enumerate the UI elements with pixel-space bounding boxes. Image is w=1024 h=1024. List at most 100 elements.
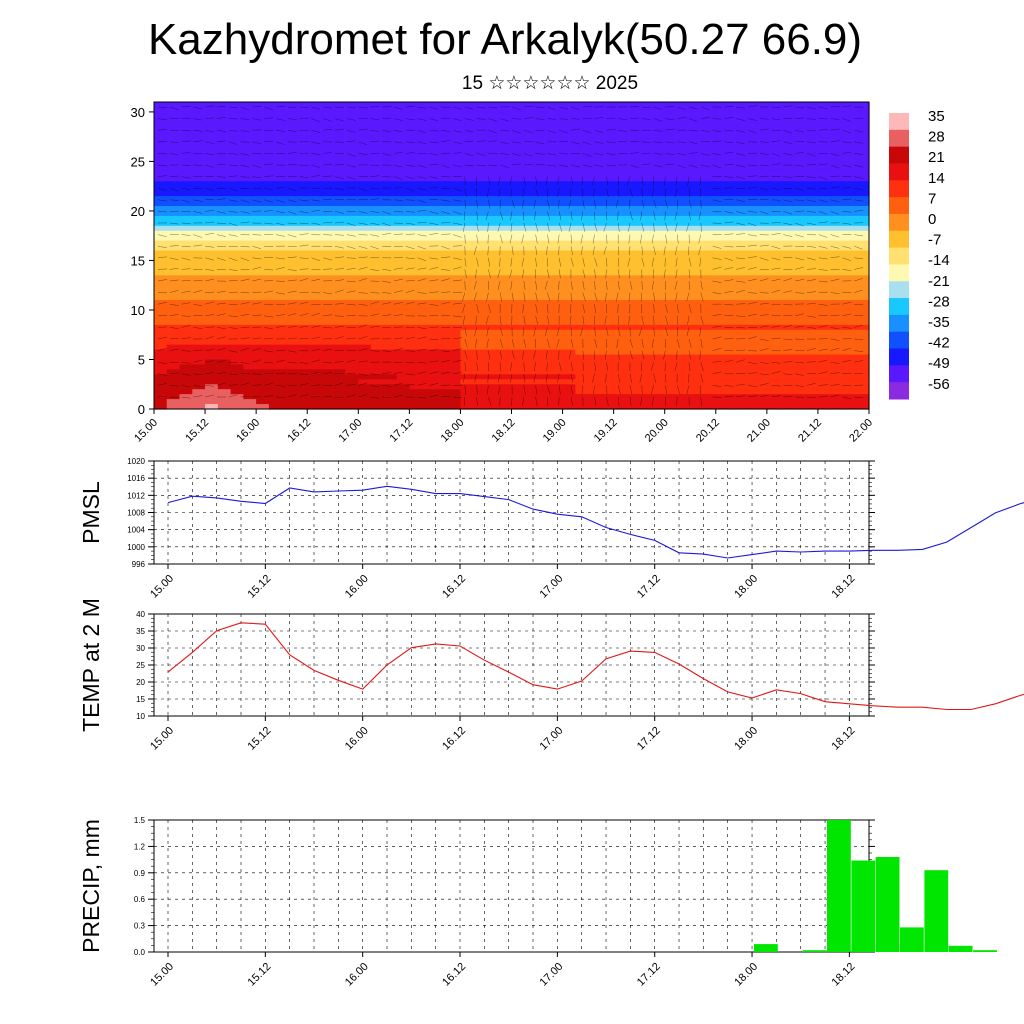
wind-arrow: [724, 257, 733, 261]
heatmap-cell: [243, 136, 257, 143]
heatmap-cell: [422, 220, 436, 227]
heatmap-cell: [562, 220, 576, 227]
heatmap-cell: [268, 359, 283, 366]
heatmap-cell: [243, 225, 257, 232]
heatmap-cell: [256, 171, 270, 177]
wind-arrow: [429, 383, 439, 386]
heatmap-cell: [371, 339, 385, 346]
heatmap-cell: [600, 136, 615, 143]
heatmap-cell: [805, 126, 819, 133]
heatmap-cell: [166, 181, 181, 187]
heatmap-cell: [830, 196, 845, 202]
heatmap-cell: [154, 275, 168, 281]
heatmap-cell: [651, 156, 666, 163]
wind-arrow: [712, 361, 722, 363]
wind-arrow: [252, 266, 262, 270]
heatmap-cell: [281, 131, 296, 138]
heatmap-cell: [703, 210, 717, 217]
wind-arrow: [429, 338, 439, 340]
heatmap-cell: [307, 314, 321, 321]
heatmap-cell: [230, 201, 244, 207]
heatmap-cell: [856, 250, 870, 257]
heatmap-cell: [205, 295, 219, 301]
heatmap-cell: [192, 151, 206, 158]
heatmap-cell: [766, 265, 781, 271]
heatmap-cell: [434, 309, 449, 316]
wind-arrow: [629, 211, 633, 221]
wind-arrow: [641, 222, 645, 232]
heatmap-cell: [817, 191, 832, 197]
wind-arrow: [358, 373, 368, 376]
heatmap-cell: [358, 389, 372, 395]
heatmap-cell: [281, 166, 296, 172]
heatmap-cell: [396, 161, 410, 167]
wind-arrow: [700, 373, 704, 383]
heatmap-cell: [817, 151, 832, 158]
heatmap-cell: [843, 260, 857, 266]
wind-arrow: [582, 153, 592, 157]
heatmap-cell: [332, 364, 347, 370]
heatmap-cell: [358, 255, 372, 262]
heatmap-cell: [537, 354, 551, 361]
heatmap-cell: [690, 329, 704, 336]
wind-arrow: [736, 222, 746, 226]
heatmap-cell: [256, 166, 270, 172]
heatmap-cell: [498, 319, 513, 326]
heatmap-cell: [626, 275, 640, 281]
heatmap-cell: [281, 245, 296, 252]
heatmap-cell: [562, 106, 576, 113]
heatmap-cell: [332, 116, 347, 123]
heatmap-cell: [371, 369, 385, 375]
heatmap-cell: [447, 265, 462, 271]
wind-arrow: [771, 163, 781, 166]
wind-arrow: [535, 118, 545, 120]
heatmap-cell: [498, 210, 513, 217]
heatmap-cell: [422, 344, 436, 351]
wind-arrow: [488, 140, 498, 143]
wind-arrow: [606, 117, 616, 119]
heatmap-cell: [651, 250, 666, 257]
heatmap-cell: [473, 384, 487, 390]
wind-arrow: [568, 222, 572, 232]
heatmap-cell: [511, 394, 525, 400]
heatmap-cell: [371, 176, 385, 182]
heatmap-cell: [792, 329, 806, 336]
wind-arrow: [830, 372, 840, 375]
wind-arrow: [463, 222, 466, 232]
heatmap-cell: [205, 176, 219, 182]
heatmap-cell: [473, 111, 487, 118]
wind-arrow: [452, 315, 462, 318]
heatmap-cell: [192, 394, 206, 400]
heatmap-cell: [690, 191, 704, 197]
heatmap-cell: [741, 344, 755, 351]
heatmap-cell: [422, 394, 436, 400]
heatmap-cell: [396, 210, 410, 217]
heatmap-cell: [485, 329, 500, 336]
heatmap-cell: [422, 339, 436, 346]
heatmap-cell: [422, 156, 436, 163]
heatmap-cell: [754, 300, 768, 306]
heatmap-cell: [332, 210, 347, 217]
heatmap-cell: [332, 201, 347, 207]
heatmap-cell: [473, 319, 487, 326]
heatmap-cell: [562, 285, 576, 291]
heatmap-cell: [166, 300, 181, 306]
wind-arrow: [228, 187, 238, 192]
heatmap-cell: [422, 300, 436, 306]
wind-arrow: [724, 211, 734, 214]
heatmap-cell: [154, 191, 168, 197]
heatmap-cell: [460, 121, 474, 128]
wind-arrow: [523, 315, 526, 325]
heatmap-cell: [294, 102, 308, 108]
heatmap-cell: [498, 379, 513, 385]
wind-arrow: [688, 234, 690, 244]
heatmap-cell: [460, 191, 474, 197]
heatmap-cell: [434, 260, 449, 266]
heatmap-cell: [447, 374, 462, 380]
wind-arrow: [346, 140, 356, 143]
heatmap-cell: [358, 171, 372, 177]
heatmap-cell: [537, 265, 551, 271]
heatmap-cell: [166, 280, 181, 286]
wind-arrow: [771, 385, 781, 387]
wind-arrow: [736, 359, 745, 363]
